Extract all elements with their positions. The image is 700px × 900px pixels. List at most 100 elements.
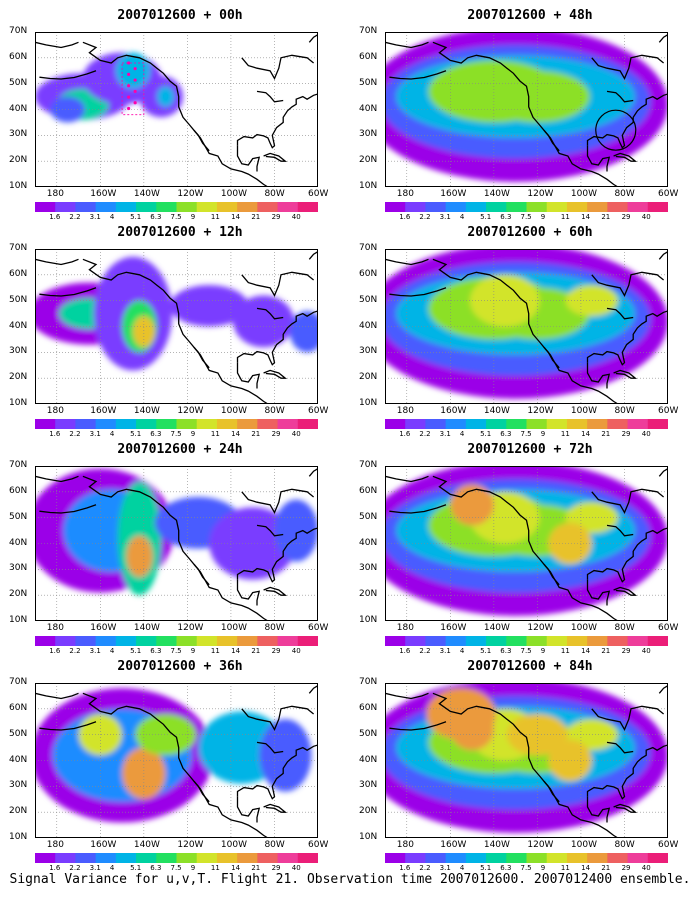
- colorbar-label: 7.5: [170, 213, 182, 221]
- colorbar-label: 6.3: [150, 430, 162, 438]
- lon-label: 120W: [177, 189, 204, 199]
- lon-label: 180: [396, 189, 414, 199]
- coastline: [586, 744, 668, 800]
- variance-contour: [169, 285, 249, 327]
- lon-label: 100W: [570, 406, 597, 416]
- colorbar-label: 4: [459, 864, 465, 872]
- lat-label: 60N: [9, 485, 28, 496]
- colorbar-label: 1.6: [399, 864, 411, 872]
- coastline: [256, 524, 284, 537]
- lat-label: 70N: [359, 26, 378, 36]
- colorbar-label: 3.1: [439, 864, 451, 872]
- coastline: [256, 90, 284, 103]
- colorbar-label: 21: [601, 213, 611, 221]
- lon-label: 180: [46, 406, 64, 416]
- colorbar-label: 5.1: [480, 213, 492, 221]
- lon-label: 180: [46, 840, 64, 850]
- coastline: [82, 41, 269, 187]
- colorbar-label: 5.1: [480, 864, 492, 872]
- variance-contour: [450, 484, 494, 526]
- colorbar-label: 5.1: [130, 213, 142, 221]
- colorbar-label: 5.1: [480, 647, 492, 655]
- flight-track-point: [133, 67, 137, 71]
- colorbar-label: 6.3: [500, 647, 512, 655]
- lat-label: 10N: [359, 615, 378, 625]
- lon-label: 60W: [308, 189, 329, 199]
- colorbar-label: 4: [459, 213, 465, 221]
- coastline: [193, 563, 210, 586]
- panel-title: 2007012600 + 00h: [117, 8, 243, 23]
- lat-label: 30N: [9, 129, 28, 140]
- lon-label: 80W: [614, 623, 635, 633]
- colorbar-label: 14: [231, 430, 241, 438]
- colorbar: [35, 202, 318, 212]
- colorbar-label: 21: [601, 647, 611, 655]
- lon-label: 160W: [440, 623, 467, 633]
- lon-label: 100W: [220, 623, 247, 633]
- lon-label: 120W: [527, 840, 554, 850]
- coastline: [35, 692, 79, 700]
- colorbar-label: 29: [271, 864, 281, 872]
- coastline: [613, 152, 638, 162]
- lon-label: 160W: [440, 189, 467, 199]
- lat-label: 20N: [359, 155, 378, 166]
- lat-label: 50N: [9, 511, 28, 522]
- colorbar: [385, 636, 668, 646]
- lon-label: 120W: [527, 406, 554, 416]
- lat-label: 20N: [9, 155, 28, 166]
- colorbar-label: 40: [291, 647, 301, 655]
- panel-title: 2007012600 + 24h: [117, 442, 243, 457]
- colorbar-label: 7.5: [170, 864, 182, 872]
- lon-label: 60W: [308, 406, 329, 416]
- lat-label: 40N: [9, 537, 28, 548]
- lon-label: 60W: [308, 623, 329, 633]
- coastline: [236, 744, 318, 800]
- coastline: [236, 527, 318, 583]
- lat-label: 10N: [359, 832, 378, 842]
- colorbar: [35, 636, 318, 646]
- lat-label: 10N: [359, 181, 378, 191]
- lon-label: 80W: [264, 406, 285, 416]
- coastline: [543, 780, 560, 803]
- coastline: [543, 129, 560, 152]
- variance-contour: [209, 507, 297, 580]
- lat-label: 10N: [9, 615, 28, 625]
- colorbar-label: 9: [190, 430, 196, 438]
- coastline: [236, 362, 261, 389]
- coastline: [658, 685, 668, 694]
- coastline: [389, 287, 447, 297]
- colorbar-label: 29: [621, 647, 631, 655]
- colorbar-label: 40: [291, 864, 301, 872]
- colorbar-label: 14: [231, 864, 241, 872]
- map-panel: [35, 466, 318, 621]
- lat-label: 70N: [9, 26, 28, 36]
- lon-label: 100W: [220, 406, 247, 416]
- flight-track-point: [133, 89, 137, 94]
- flight-track-point: [127, 72, 131, 76]
- coastline: [432, 692, 619, 838]
- coastline: [389, 70, 447, 80]
- lat-label: 60N: [359, 268, 378, 279]
- colorbar-label: 7.5: [520, 647, 532, 655]
- lat-label: 20N: [9, 589, 28, 600]
- flight-track-point: [127, 84, 131, 88]
- coastline: [193, 780, 210, 803]
- colorbar-label: 29: [621, 864, 631, 872]
- lat-label: 30N: [9, 780, 28, 791]
- colorbar-label: 40: [641, 864, 651, 872]
- coastline: [586, 93, 668, 149]
- lat-label: 10N: [359, 398, 378, 408]
- colorbar-label: 14: [581, 647, 591, 655]
- colorbar-label: 1.6: [399, 647, 411, 655]
- lat-label: 30N: [9, 346, 28, 357]
- colorbar: [385, 419, 668, 429]
- lat-label: 10N: [9, 181, 28, 191]
- coastline: [385, 41, 429, 49]
- lon-label: 140W: [483, 840, 510, 850]
- colorbar: [35, 419, 318, 429]
- lat-label: 30N: [359, 346, 378, 357]
- lon-label: 60W: [658, 623, 679, 633]
- lat-label: 50N: [359, 294, 378, 305]
- colorbar-label: 6.3: [150, 647, 162, 655]
- colorbar-label: 1.6: [399, 213, 411, 221]
